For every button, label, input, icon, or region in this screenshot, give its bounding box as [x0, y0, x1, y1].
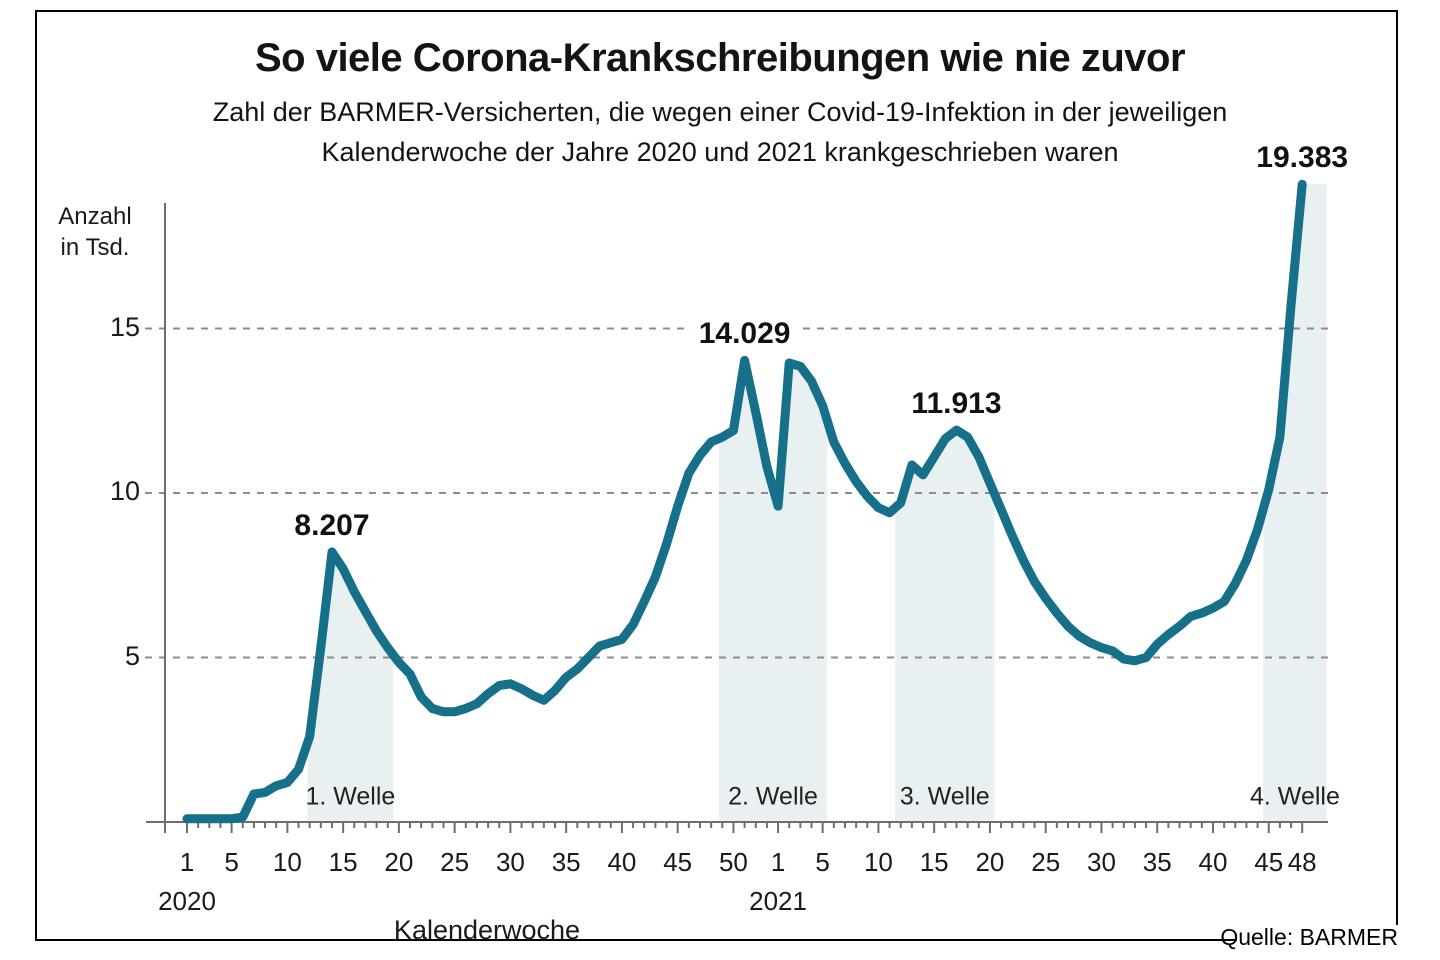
x-tick-label-2021-20: 20: [975, 847, 1005, 877]
subtitle-line-1: Zahl der BARMER-Versicherten, die wegen …: [212, 97, 1228, 127]
x-tick-label-2020-25: 25: [440, 847, 470, 877]
y-tick-label-10: 10: [109, 476, 140, 506]
wave-band-3: [895, 430, 995, 822]
x-tick-label-2021-40: 40: [1198, 847, 1228, 877]
x-axis-title: Kalenderwoche: [393, 915, 581, 945]
year-label-2020: 2020: [158, 886, 216, 916]
wave-label-1: 1. Welle: [305, 782, 396, 811]
page-title: So viele Corona-Krankschreibungen wie ni…: [254, 36, 1186, 80]
x-tick-label-2021-10: 10: [863, 847, 893, 877]
peak-annotation-1: 8.207: [294, 508, 370, 542]
wave-label-3: 3. Welle: [899, 782, 990, 811]
y-axis-unit-line-2: in Tsd.: [60, 234, 130, 261]
x-tick-label-2021-48: 48: [1287, 847, 1317, 877]
wave-band-4: [1263, 184, 1327, 823]
data-line: [182, 179, 1307, 824]
x-tick-label-2020-30: 30: [495, 847, 525, 877]
year-label-2021: 2021: [749, 886, 807, 916]
wave-band-1: [307, 552, 394, 822]
x-tick-label-2021-30: 30: [1086, 847, 1116, 877]
x-tick-label-2021-5: 5: [815, 847, 830, 877]
x-tick-label-2020-50: 50: [718, 847, 748, 877]
source-credit: Quelle: BARMER: [1220, 924, 1398, 950]
x-tick-label-2020-1: 1: [179, 847, 195, 877]
x-tick-label-2020-15: 15: [328, 847, 358, 877]
x-tick-label-2020-35: 35: [551, 847, 581, 877]
y-axis-unit-label: Anzahl in Tsd.: [52, 201, 138, 263]
border-bottom: [35, 939, 1237, 941]
subtitle-line-2: Kalenderwoche der Jahre 2020 und 2021 kr…: [321, 137, 1119, 167]
peak-annotation-2: 14.029: [690, 317, 799, 352]
x-tick-label-2020-5: 5: [224, 847, 239, 877]
y-tick-label-5: 5: [124, 640, 140, 671]
peak-annotation-3: 11.913: [911, 387, 1002, 421]
x-tick-label-2020-10: 10: [272, 847, 302, 877]
x-tick-label-2021-1: 1: [770, 847, 786, 877]
y-tick-label-15: 15: [109, 311, 140, 342]
border-top: [35, 10, 1398, 12]
peak-annotation-4: 19.383: [1256, 141, 1349, 175]
x-tick-label-2020-40: 40: [607, 847, 637, 877]
y-axis-unit-line-1: Anzahl: [58, 203, 132, 230]
x-tick-label-2021-45: 45: [1254, 847, 1284, 877]
x-tick-label-2021-35: 35: [1142, 847, 1172, 877]
wave-label-2: 2. Welle: [728, 782, 818, 811]
border-left: [35, 10, 37, 941]
x-tick-label-2021-15: 15: [919, 847, 949, 877]
wave-band-2: [719, 360, 828, 822]
wave-label-4: 4. Welle: [1250, 782, 1340, 811]
x-tick-label-2020-20: 20: [384, 847, 414, 877]
x-tick-label-2021-25: 25: [1031, 847, 1061, 877]
border-right: [1396, 10, 1398, 925]
x-tick-label-2020-45: 45: [663, 847, 693, 877]
